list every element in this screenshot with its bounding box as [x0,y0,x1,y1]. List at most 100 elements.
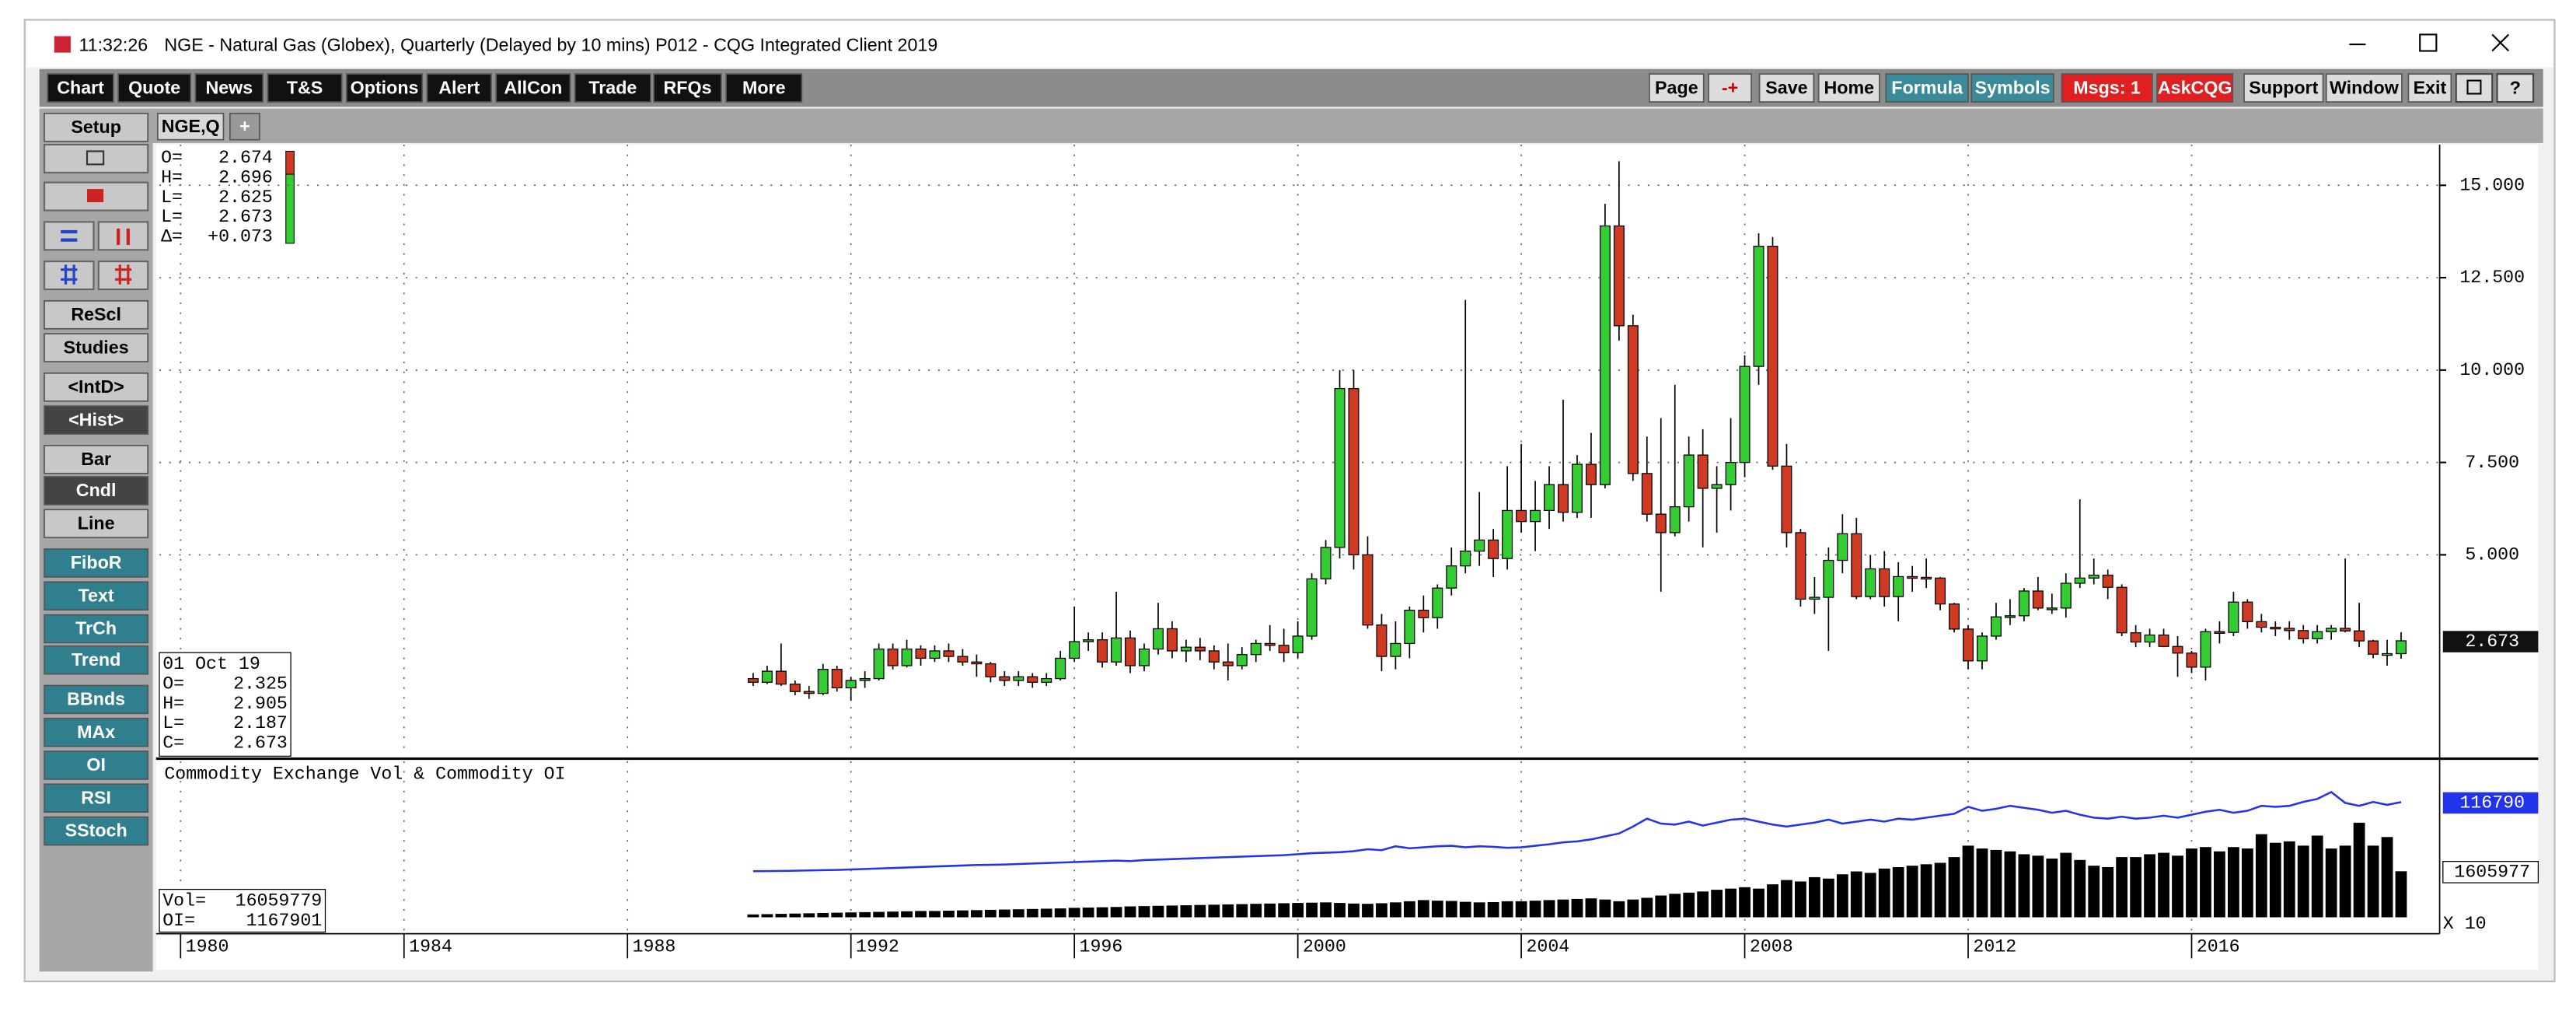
zoom-button[interactable] [97,221,149,251]
toolbar-button[interactable] [194,73,264,103]
restore-button[interactable] [2455,73,2494,103]
cross-button[interactable] [97,261,149,291]
toolbar-button[interactable] [2407,73,2452,103]
toolbar-button[interactable] [653,73,722,103]
toolbar-button[interactable] [47,73,114,103]
scroll-button[interactable] [44,221,95,251]
candle-body [2186,652,2197,668]
volume-bar [1208,904,1220,918]
volume-bar [1809,876,1820,918]
print-icon [86,150,105,166]
toolbar-button-label: Window [2330,77,2400,97]
candle-body [1097,639,1108,663]
sidebar-button[interactable] [44,113,149,142]
candle-body [1055,657,1066,680]
candle-body [2340,628,2351,631]
toolbar-button[interactable] [725,73,803,103]
volume-bar [1376,903,1387,918]
sidebar-button[interactable] [44,750,149,780]
toolbar-button[interactable] [1885,73,1969,103]
volume-bar [761,914,773,918]
toolbar-button[interactable] [2061,73,2153,103]
candle-body [943,650,955,657]
toolbar-button[interactable] [1708,73,1752,103]
sidebar-button-label: OI [86,754,106,775]
volume-bar [1068,908,1080,918]
volume-bar [887,911,899,918]
sidebar-button[interactable] [44,333,149,362]
volume-bar [971,910,983,918]
sidebar-button[interactable] [44,717,149,747]
volume-bar [775,914,787,918]
volume-bar [859,911,871,918]
bar-legend-label: L= [162,713,184,733]
volume-bar [1543,900,1555,918]
candle-body [1348,387,1360,556]
vol-legend-label: Vol= [162,891,206,911]
toolbar-button[interactable] [2243,73,2324,103]
sidebar-button[interactable] [44,372,149,402]
print-button[interactable] [44,143,149,174]
sidebar-button-label: SStoch [65,820,127,841]
candle-body [1390,642,1401,657]
sidebar-button[interactable] [44,684,149,715]
sidebar-button[interactable] [44,614,149,644]
sidebar-button[interactable] [44,645,149,675]
volume-bar [803,913,815,918]
volume-bar [1459,901,1471,918]
sidebar-button[interactable] [44,476,149,506]
sidebar-button[interactable] [44,509,149,539]
sidebar-button[interactable] [44,816,149,846]
sidebar-button[interactable] [44,548,149,578]
volume-bar [2200,847,2211,918]
toolbar-button[interactable] [426,73,492,103]
toolbar-button[interactable] [2156,73,2234,103]
maximize-button[interactable] [2419,33,2438,52]
grid-button[interactable] [44,261,95,291]
volume-bar [1236,904,1248,918]
candle-body [2382,652,2393,656]
volume-bar [1320,902,1332,918]
sidebar-button[interactable] [44,299,149,330]
toolbar-button[interactable] [2325,73,2403,103]
toolbar-button[interactable] [1758,73,1815,103]
close-button[interactable] [2491,33,2510,52]
toolbar-button[interactable] [117,73,192,103]
candle-body [845,680,857,689]
candle-body [1655,513,1667,533]
volume-bar [1278,903,1290,918]
candle-body [1334,387,1346,548]
sidebar-button[interactable] [44,581,149,611]
candle-body [1404,610,1415,645]
volume-bar [1292,903,1304,918]
toolbar-button[interactable] [1817,73,1880,103]
export-button[interactable] [44,181,149,212]
toolbar-button[interactable] [346,73,424,103]
volume-bar [1515,901,1527,918]
candle-body [1990,616,2002,637]
tab[interactable] [229,113,260,141]
sidebar-button[interactable] [44,445,149,474]
candle-body [775,670,787,685]
volume-bar [2297,845,2309,918]
candle-body [1977,635,1988,662]
toolbar-button[interactable] [1970,73,2054,103]
candle-body [2270,626,2281,630]
volume-bar [1613,901,1625,918]
cross-icon [114,264,132,285]
toolbar-button-label: T&S [287,77,323,97]
toolbar-button[interactable] [267,73,343,103]
toolbar-button[interactable] [1649,73,1705,103]
sidebar-button[interactable] [44,405,149,435]
sidebar-button[interactable] [44,783,149,813]
volume-bar [1390,902,1401,918]
volume-bar [1362,904,1374,918]
help-button[interactable] [2496,73,2535,103]
sidebar-button-label: <Hist> [68,409,124,429]
toolbar-button[interactable] [495,73,571,103]
toolbar-button[interactable] [574,73,651,103]
candle-body [1083,639,1094,642]
volume-bar [1850,871,1862,918]
tab[interactable] [157,113,225,141]
